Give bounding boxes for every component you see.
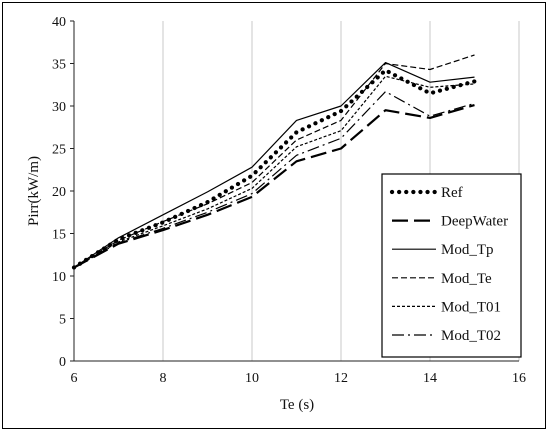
x-tick-label: 6 — [71, 371, 78, 386]
legend-label-ref: Ref — [441, 185, 463, 201]
series-line-mod-tp — [73, 61, 475, 268]
x-tick-label: 8 — [160, 371, 167, 386]
y-tick-label: 30 — [52, 100, 66, 115]
legend-label-mod-t01: Mod_T01 — [441, 299, 501, 315]
y-axis-title: Pirr(kW/m) — [26, 156, 42, 226]
series-line-ref — [71, 68, 477, 270]
legend-label-mod-te: Mod_Te — [441, 271, 492, 287]
y-tick-labels: 0 5 10 15 20 25 30 35 40 — [52, 15, 66, 370]
y-tick-label: 40 — [52, 15, 66, 30]
legend-label-mod-tp: Mod_Tp — [441, 242, 494, 258]
y-tick-label: 5 — [59, 313, 66, 328]
legend: Ref DeepWater Mod_Tp Mod_Te Mod_T01 Mod_T02 — [381, 173, 522, 358]
y-tick-label: 25 — [52, 143, 66, 158]
series-line-mod-t02 — [73, 90, 475, 269]
legend-label-mod-t02: Mod_T02 — [441, 328, 501, 344]
x-tick-label: 12 — [334, 371, 348, 386]
y-tick-label: 15 — [52, 228, 66, 243]
x-tick-label: 16 — [512, 371, 526, 386]
y-tick-label: 0 — [59, 355, 66, 370]
y-tick-label: 20 — [52, 185, 66, 200]
y-tick-label: 35 — [52, 58, 66, 73]
x-tick-labels: 6 8 10 12 14 16 — [71, 371, 527, 386]
legend-box — [381, 173, 522, 358]
series-lines — [71, 54, 477, 270]
axes — [70, 20, 519, 362]
x-axis-title: Te (s) — [280, 397, 314, 413]
series-line-deepwater — [73, 104, 475, 269]
y-tick-label: 10 — [52, 270, 66, 285]
legend-label-deepwater: DeepWater — [441, 214, 508, 230]
x-tick-label: 14 — [423, 371, 437, 386]
x-tick-label: 10 — [245, 371, 259, 386]
